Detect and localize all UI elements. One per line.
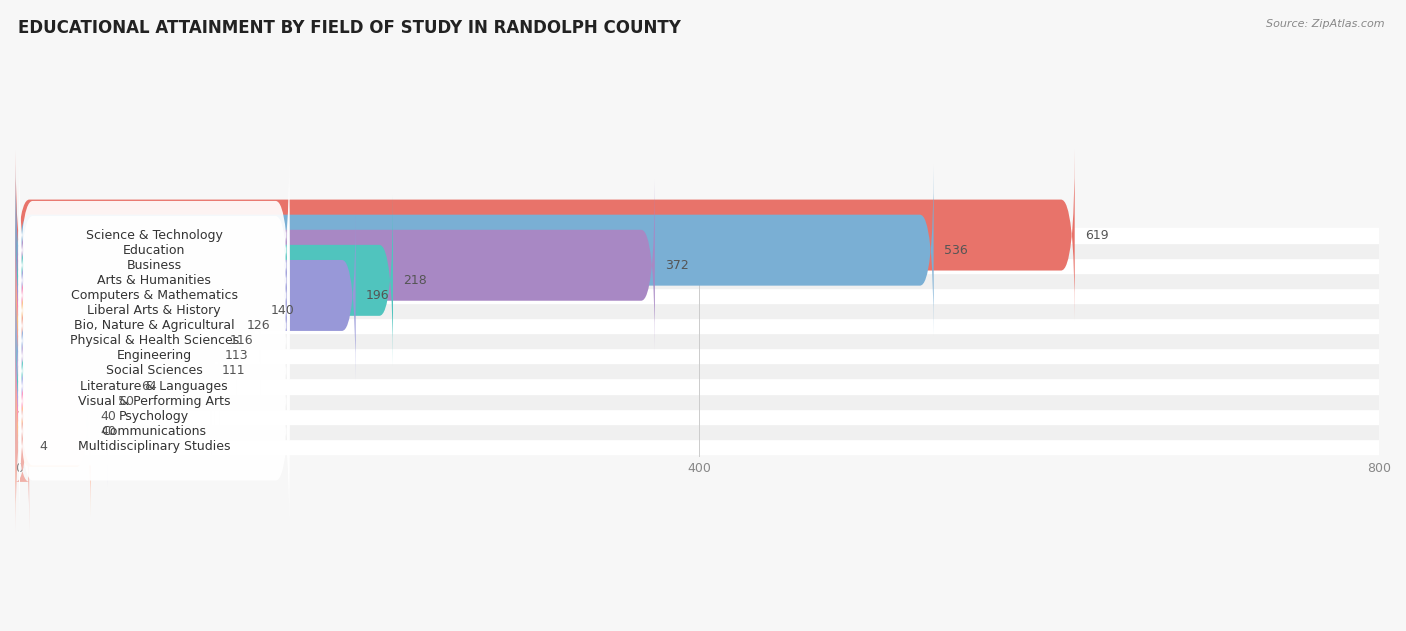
- Text: 50: 50: [118, 394, 134, 408]
- Text: 196: 196: [366, 289, 389, 302]
- Bar: [20, 394, 1379, 409]
- Text: Psychology: Psychology: [120, 410, 190, 423]
- Text: 111: 111: [221, 365, 245, 377]
- Text: Visual & Performing Arts: Visual & Performing Arts: [77, 394, 231, 408]
- Bar: [20, 273, 1379, 288]
- Text: Liberal Arts & History: Liberal Arts & History: [87, 304, 221, 317]
- Text: Computers & Mathematics: Computers & Mathematics: [70, 289, 238, 302]
- Text: Business: Business: [127, 259, 181, 272]
- FancyBboxPatch shape: [20, 269, 290, 442]
- FancyBboxPatch shape: [20, 194, 290, 367]
- FancyBboxPatch shape: [20, 239, 290, 412]
- FancyBboxPatch shape: [20, 285, 290, 457]
- FancyBboxPatch shape: [20, 224, 290, 397]
- FancyBboxPatch shape: [15, 361, 30, 532]
- FancyBboxPatch shape: [20, 254, 290, 427]
- Text: 126: 126: [247, 319, 270, 332]
- Text: Education: Education: [122, 244, 186, 257]
- Text: 64: 64: [142, 379, 157, 392]
- FancyBboxPatch shape: [15, 240, 236, 411]
- Bar: [20, 409, 1379, 424]
- FancyBboxPatch shape: [20, 179, 290, 352]
- Text: Science & Technology: Science & Technology: [86, 228, 222, 242]
- FancyBboxPatch shape: [15, 271, 215, 441]
- Text: Multidisciplinary Studies: Multidisciplinary Studies: [77, 440, 231, 453]
- FancyBboxPatch shape: [15, 301, 131, 471]
- Bar: [20, 242, 1379, 257]
- FancyBboxPatch shape: [15, 316, 107, 487]
- Bar: [20, 424, 1379, 439]
- Bar: [20, 303, 1379, 318]
- Bar: [20, 333, 1379, 348]
- Bar: [20, 257, 1379, 273]
- FancyBboxPatch shape: [20, 163, 290, 337]
- Text: Bio, Nature & Agricultural: Bio, Nature & Agricultural: [75, 319, 235, 332]
- Text: 140: 140: [270, 304, 294, 317]
- Text: Communications: Communications: [101, 425, 207, 438]
- Text: Literature & Languages: Literature & Languages: [80, 379, 228, 392]
- FancyBboxPatch shape: [20, 345, 290, 518]
- FancyBboxPatch shape: [15, 225, 260, 396]
- FancyBboxPatch shape: [15, 150, 1074, 321]
- FancyBboxPatch shape: [15, 331, 90, 502]
- FancyBboxPatch shape: [20, 329, 290, 503]
- Text: Physical & Health Sciences: Physical & Health Sciences: [69, 334, 239, 347]
- Bar: [20, 348, 1379, 363]
- FancyBboxPatch shape: [15, 210, 356, 380]
- FancyBboxPatch shape: [20, 360, 290, 533]
- Text: Social Sciences: Social Sciences: [105, 365, 202, 377]
- Bar: [20, 288, 1379, 303]
- FancyBboxPatch shape: [15, 346, 90, 517]
- FancyBboxPatch shape: [15, 195, 394, 365]
- Text: 40: 40: [101, 425, 117, 438]
- Text: EDUCATIONAL ATTAINMENT BY FIELD OF STUDY IN RANDOLPH COUNTY: EDUCATIONAL ATTAINMENT BY FIELD OF STUDY…: [18, 19, 681, 37]
- Bar: [20, 379, 1379, 394]
- FancyBboxPatch shape: [20, 209, 290, 382]
- Bar: [20, 318, 1379, 333]
- FancyBboxPatch shape: [20, 148, 290, 322]
- FancyBboxPatch shape: [15, 286, 211, 456]
- Text: 40: 40: [101, 410, 117, 423]
- FancyBboxPatch shape: [20, 314, 290, 488]
- Text: 218: 218: [404, 274, 427, 287]
- Text: 619: 619: [1085, 228, 1108, 242]
- FancyBboxPatch shape: [20, 299, 290, 473]
- Bar: [20, 363, 1379, 379]
- Text: 372: 372: [665, 259, 689, 272]
- FancyBboxPatch shape: [15, 180, 655, 351]
- Text: 113: 113: [225, 350, 249, 362]
- FancyBboxPatch shape: [15, 256, 219, 426]
- Bar: [20, 439, 1379, 454]
- Text: 116: 116: [229, 334, 253, 347]
- Text: Engineering: Engineering: [117, 350, 191, 362]
- Bar: [20, 228, 1379, 242]
- Text: 4: 4: [39, 440, 48, 453]
- Text: 536: 536: [943, 244, 967, 257]
- FancyBboxPatch shape: [15, 165, 934, 336]
- Text: Source: ZipAtlas.com: Source: ZipAtlas.com: [1267, 19, 1385, 29]
- Text: Arts & Humanities: Arts & Humanities: [97, 274, 211, 287]
